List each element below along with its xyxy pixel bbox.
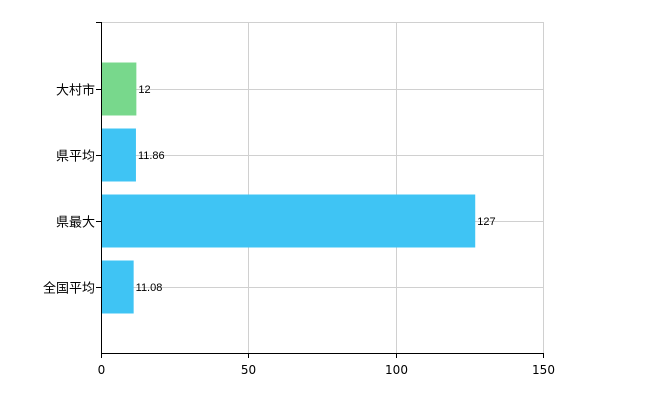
data-label-1: 11.86 (138, 150, 165, 162)
x-tick-label-2: 100 (385, 363, 408, 377)
bar-1 (102, 128, 136, 182)
bar-2 (102, 194, 476, 248)
bars (102, 62, 476, 314)
bar-0 (102, 62, 137, 116)
x-tick-label-1: 50 (241, 363, 256, 377)
category-label-1: 県平均 (56, 150, 95, 165)
x-tick-label-0: 0 (98, 363, 106, 377)
category-label-3: 全国平均 (43, 281, 95, 297)
category-label-2: 県最大 (56, 216, 95, 231)
x-tick-label-3: 150 (532, 363, 555, 377)
data-label-2: 127 (477, 216, 495, 228)
category-label-0: 大村市 (56, 83, 95, 99)
grid-lines (101, 22, 544, 353)
data-label-3: 11.08 (136, 282, 163, 294)
axes (96, 22, 544, 358)
data-label-0: 12 (138, 84, 150, 96)
bar-3 (102, 260, 134, 314)
